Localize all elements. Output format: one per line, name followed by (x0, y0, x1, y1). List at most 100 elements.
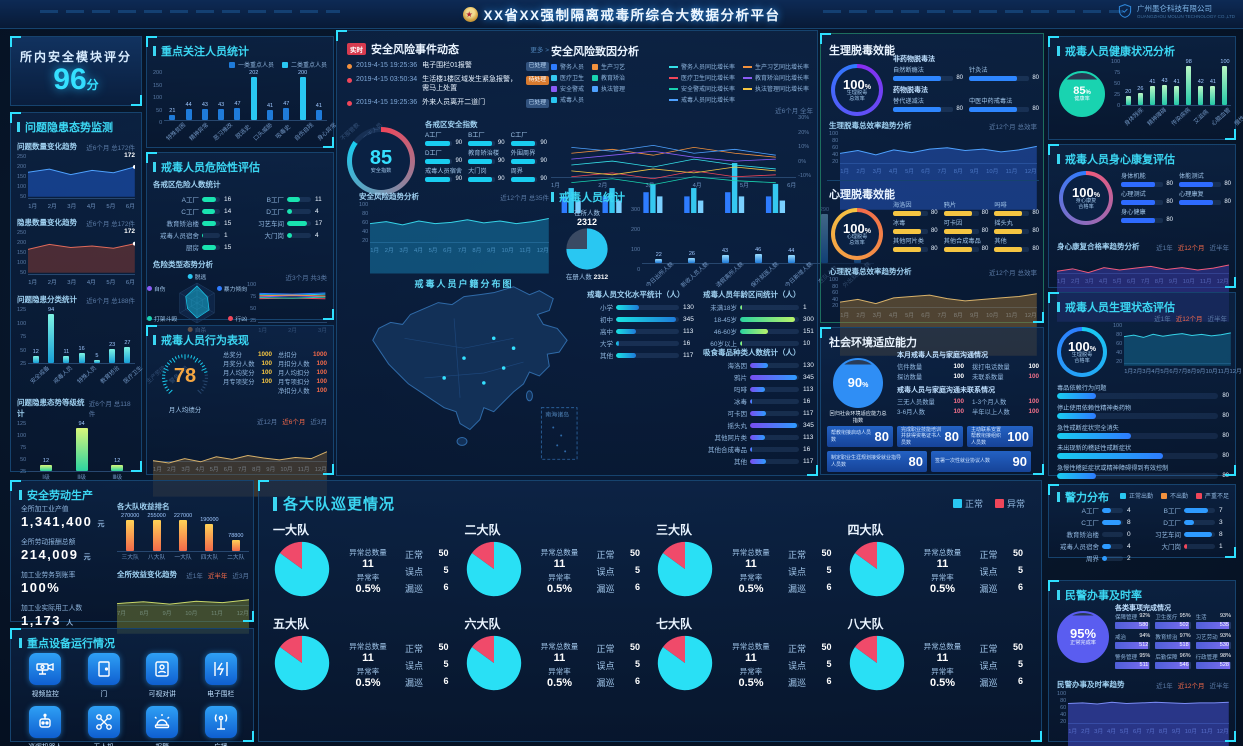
device-drone[interactable]: 无人机 (87, 706, 120, 746)
range-tab[interactable]: 近1年 (1156, 244, 1173, 252)
labor-range-tabs: 近1年 近半年 近3月 (186, 570, 249, 580)
bar-label: 鸦片 (943, 202, 957, 209)
bar-fill (75, 428, 88, 471)
broadcast-icon (204, 706, 237, 738)
bar: 190000 (196, 513, 222, 551)
stat-box: 制定职业生涯规划接受就业指导人员数 80 (827, 451, 927, 472)
bar-row: 80 (1057, 413, 1229, 419)
chart-area: 12 94 11 16 5 23 27 安全戒备戒毒人员特殊人员教育矫治医疗卫生生产劳动警务人… (28, 307, 190, 393)
chart-title: 戒毒人员文化水平统计（人） (587, 290, 685, 299)
legend-dot (147, 315, 152, 321)
range-tab[interactable]: 近12个月 (1177, 244, 1205, 252)
bar-track (1102, 519, 1123, 525)
bar-fill (1184, 507, 1209, 513)
bar-row: A工厂 16 (153, 194, 236, 205)
bar-fill (32, 355, 39, 363)
device-electric-fence[interactable]: 电子围栏 (204, 653, 237, 698)
plot (840, 131, 1037, 210)
squad-abnormal: 异常总数量 11 异常率 0.5% (529, 641, 591, 691)
bar-row: 戒毒人员宿舍 4 (1055, 541, 1139, 552)
range-tab[interactable]: 近1年 (186, 572, 203, 580)
stat-label: 误点 (596, 567, 615, 577)
bar-fill (1195, 642, 1229, 649)
abnormal-value: 11 (745, 651, 757, 664)
more-link[interactable]: 更多 > (530, 47, 549, 54)
range-tab[interactable]: 近半年 (1207, 316, 1228, 323)
squad-abnormal: 异常总数量 11 异常率 0.5% (720, 641, 782, 691)
range-tab[interactable]: 近半年 (207, 572, 228, 580)
tick-label: 75 (20, 334, 27, 340)
bar: 12 (28, 421, 64, 471)
tick-label: 6月 (125, 280, 135, 286)
stat-value: 6 (443, 676, 449, 686)
device-broadcast[interactable]: 广播 (204, 706, 237, 746)
range-tab[interactable]: 近1年 (1154, 316, 1171, 323)
ring-value: 100% (1072, 184, 1100, 200)
range-tab[interactable]: 近半年 (1209, 682, 1230, 690)
police-bars-left: A工厂 4 C工厂 8 教育矫治楼 0 戒毒人员宿舍 4 周界 2 (1055, 503, 1139, 565)
bar-value: 43 (201, 102, 208, 109)
range-tab[interactable]: 近3月 (310, 419, 327, 426)
bar-fill (126, 520, 135, 551)
stat-box: 完成职业技能培训并获得资格证书人员数 80 (897, 426, 963, 447)
devices-grid: 视频监控 门 可视对讲 电子围栏 巡逻机器人 无人机 报警 广播 (19, 653, 247, 746)
stat-value: 1000 (257, 351, 272, 358)
range-tab[interactable]: 近半年 (1209, 244, 1230, 252)
legend-item: 医疗卫生同比增长率 (669, 73, 735, 82)
event-dot (347, 78, 352, 84)
company-logo-text: 广州墨仑科技有限公司 GUANGZHOU MOLUN TECHNOLOGY CO… (1137, 3, 1235, 19)
task-bar: 528 (1195, 662, 1231, 669)
bar: 5 (89, 307, 104, 363)
ring-hole (1063, 175, 1109, 221)
chart-tag: 近12个月 总效率 (988, 123, 1037, 131)
physio-bars-2: 替代递减法 80 中医中药戒毒法 80 (893, 96, 1039, 112)
range-tab[interactable]: 近1年 (1156, 682, 1173, 690)
device-video-surveillance[interactable]: 视频监控 (29, 653, 62, 698)
rate-value: 0.5% (929, 582, 956, 595)
task-bar: 546 (1155, 662, 1191, 669)
plot (258, 282, 327, 323)
device-patrol-robot[interactable]: 巡逻机器人 (28, 706, 62, 746)
squad-name: 六大队 (464, 617, 501, 631)
tick-label: 6月 (443, 245, 452, 254)
device-video-intercom[interactable]: 可视对讲 (146, 653, 179, 698)
devices-title: 重点设备运行情况 (19, 635, 115, 651)
event-item[interactable]: 2019-4-15 19:25:36 电子围栏01报警 已处理 (347, 62, 549, 72)
police-title: 警力分布 (1057, 489, 1109, 505)
bar: 22 (642, 207, 675, 263)
range-tab[interactable]: 近12月 (257, 419, 278, 426)
education-bars: 小学 130 初中 345 高中 113 大学 16 其他 117 (587, 302, 695, 361)
bar-track (969, 75, 1030, 81)
phys-trend-chart: 100 80 60 40 20 1月 2月 3月 4月 5月 6月 7月 8月 9月 10月 11月 12月 (1113, 323, 1242, 375)
y-axis: 100 80 60 40 20 (829, 277, 840, 319)
event-item[interactable]: 2019-4-15 03:50:34 生活楼1楼区域发生紧急报警，需马上处置 待… (347, 76, 549, 94)
squad-pie-chart (848, 540, 906, 603)
bar-track (893, 210, 928, 216)
device-alarm[interactable]: 报警 (146, 706, 179, 746)
bar-value: 11 (315, 195, 322, 203)
range-tab[interactable]: 近3月 (232, 572, 249, 580)
tick-label: 2月 (47, 204, 57, 210)
bar-track (616, 316, 679, 322)
bar-value: 46 (755, 247, 762, 254)
legend-label: 二类重点人员 (290, 63, 327, 69)
task-pct: 95% (1139, 653, 1151, 659)
legend-label: 自伤 (154, 287, 166, 294)
event-item[interactable]: 2019-4-15 19:25:36 外来人员离开二道门 已处理 (347, 98, 549, 108)
abnormal-value: 11 (745, 557, 757, 570)
person-stats-title: 戒毒人员统计 (551, 189, 813, 205)
bar-track (1121, 181, 1164, 187)
range-tab[interactable]: 近6个月 (282, 419, 306, 426)
tick-label: 80 (1116, 332, 1123, 338)
legend-item: 教育矫治 (592, 73, 625, 82)
range-tab[interactable]: 近12个月 (1175, 316, 1203, 323)
bar-value: 16 (803, 397, 811, 405)
stat-value: 100 (1028, 373, 1039, 380)
range-tab[interactable]: 近12个月 (1177, 682, 1205, 690)
device-door[interactable]: 门 (87, 653, 120, 698)
x-axis: 三大队 八大队 一大队 四大队 二大队 (117, 552, 249, 561)
tick-label: 三大队 (121, 555, 139, 561)
bar-label: D工厂 (266, 209, 284, 216)
tick-label: 60 (1116, 341, 1123, 347)
